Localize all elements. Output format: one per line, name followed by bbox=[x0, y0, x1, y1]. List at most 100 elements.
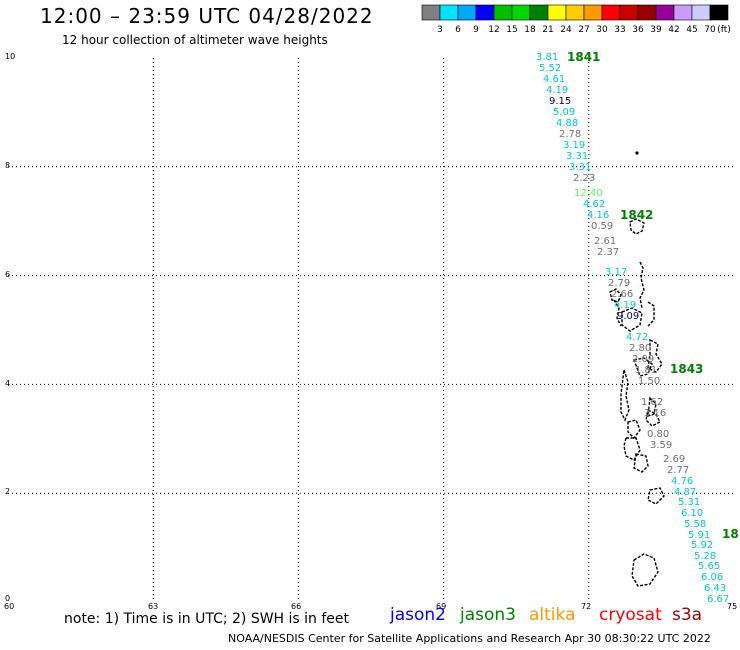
island-outline bbox=[647, 338, 663, 373]
satellite-name: altika bbox=[529, 605, 576, 625]
x-tick-label: 75 bbox=[727, 602, 738, 611]
wave-height-value: 6.67 bbox=[707, 594, 729, 605]
island-outline bbox=[623, 437, 641, 461]
wave-height-value: 5.09 bbox=[553, 107, 575, 118]
x-tick-label: 63 bbox=[148, 602, 159, 611]
wave-height-value: 2.37 bbox=[597, 247, 619, 258]
wave-height-value: 1.50 bbox=[638, 376, 660, 387]
wave-height-value: 5.31 bbox=[678, 497, 700, 508]
wave-height-value: 5.58 bbox=[684, 519, 706, 530]
wave-height-value: 6.06 bbox=[701, 572, 723, 583]
wave-height-value: 6.43 bbox=[704, 583, 726, 594]
legend-tick-label: 42 bbox=[668, 25, 679, 35]
legend-tick-label: 39 bbox=[650, 25, 662, 35]
legend-tick-label: 6 bbox=[455, 25, 461, 35]
x-tick-label: 72 bbox=[581, 602, 592, 611]
legend-tick-label: 15 bbox=[506, 25, 517, 35]
legend-tick-label: 18 bbox=[524, 25, 536, 35]
wave-height-value: 3.59 bbox=[650, 440, 672, 451]
legend-tick-label: 24 bbox=[560, 25, 572, 35]
legend-tick-label: 3 bbox=[437, 25, 443, 35]
wave-height-value: 2.77 bbox=[667, 465, 689, 476]
wave-height-value: 1.81 bbox=[635, 365, 657, 376]
wave-height-value: 3.17 bbox=[605, 267, 627, 278]
wave-height-value: 12.40 bbox=[574, 188, 603, 199]
y-tick-label: 0 bbox=[5, 594, 11, 603]
wave-height-value: 5.91 bbox=[688, 530, 710, 541]
y-tick-label: 10 bbox=[5, 52, 16, 61]
wave-height-value: 4.72 bbox=[626, 332, 648, 343]
wave-height-value: 4.87 bbox=[674, 487, 696, 498]
island-outline bbox=[633, 453, 649, 473]
wave-height-value: 2.23 bbox=[573, 173, 595, 184]
y-tick-label: 4 bbox=[5, 379, 11, 388]
y-tick-label: 8 bbox=[5, 161, 11, 170]
wave-height-value: 2.66 bbox=[611, 289, 633, 300]
island-outline bbox=[629, 218, 645, 235]
island-outline bbox=[639, 261, 645, 309]
y-tick-label: 2 bbox=[5, 487, 11, 496]
pass-time-label: 18 bbox=[722, 527, 739, 541]
legend-tick-label: 36 bbox=[632, 25, 644, 35]
legend-tick-label: (ft) bbox=[717, 25, 731, 35]
island-outline bbox=[635, 151, 639, 155]
legend-tick-label: 70 bbox=[704, 25, 716, 35]
island-outline bbox=[620, 369, 630, 422]
wave-height-value: 4.16 bbox=[587, 210, 609, 221]
island-outline bbox=[609, 288, 622, 303]
legend-tick-label: 30 bbox=[596, 25, 608, 35]
wave-height-value: 3.19 bbox=[563, 140, 585, 151]
wave-height-value: 6.10 bbox=[681, 508, 703, 519]
x-tick-label: 66 bbox=[291, 602, 302, 611]
legend-tick-label: 12 bbox=[488, 25, 499, 35]
island-outline bbox=[647, 301, 655, 327]
wave-height-value: 4.19 bbox=[546, 85, 568, 96]
legend-tick-label: 27 bbox=[578, 25, 589, 35]
y-tick-label: 6 bbox=[5, 270, 11, 279]
x-tick-label: 69 bbox=[436, 602, 447, 611]
wave-height-value: 2.09 bbox=[632, 354, 654, 365]
legend-tick-label: 45 bbox=[686, 25, 697, 35]
wave-height-value: 5.28 bbox=[694, 551, 716, 562]
wave-height-value: 2.69 bbox=[663, 454, 685, 465]
island-outline bbox=[647, 487, 665, 505]
color-legend: 3 6 9 12 15 18 21 24 27 30 33 36 39 42 45 70 (ft) bbox=[421, 4, 731, 35]
wave-height-value: 4.88 bbox=[556, 118, 578, 129]
wave-height-value: 9.15 bbox=[549, 96, 571, 107]
map-subtitle: 12 hour collection of altimeter wave hei… bbox=[62, 33, 328, 47]
pass-time-label: 1841 bbox=[567, 50, 600, 64]
units-note: note: 1) Time is in UTC; 2) SWH is in fe… bbox=[64, 611, 350, 627]
pass-time-label: 1843 bbox=[670, 362, 703, 376]
satellite-name: s3a bbox=[672, 605, 703, 625]
wave-height-value: 3.31 bbox=[569, 162, 591, 173]
wave-height-value: 0.80 bbox=[647, 429, 669, 440]
island-outline bbox=[613, 299, 622, 327]
wave-height-value: 2.79 bbox=[608, 278, 630, 289]
pass-time-label: 1842 bbox=[620, 208, 653, 222]
island-outline bbox=[647, 396, 657, 418]
legend-tick-label: 33 bbox=[614, 25, 625, 35]
wave-height-value: 4.61 bbox=[543, 74, 565, 85]
wave-height-value: 2.61 bbox=[594, 236, 616, 247]
legend-swatch bbox=[709, 4, 729, 21]
satellite-name: jason3 bbox=[460, 605, 516, 625]
credit-line: NOAA/NESDIS Center for Satellite Applica… bbox=[228, 632, 711, 645]
island-outline bbox=[645, 408, 661, 427]
satellite-name: jason2 bbox=[390, 605, 446, 625]
island-outline bbox=[621, 307, 643, 332]
wave-height-value: 3.31 bbox=[566, 151, 588, 162]
wave-height-value: 4.76 bbox=[671, 476, 693, 487]
wave-height-value: 2.80 bbox=[629, 343, 651, 354]
island-outline bbox=[627, 419, 641, 440]
wave-height-value: 4.19 bbox=[614, 300, 636, 311]
map-title: 12:00 – 23:59 UTC 04/28/2022 bbox=[40, 4, 374, 28]
legend-tick-label: 9 bbox=[473, 25, 479, 35]
wave-height-value: 5.92 bbox=[691, 540, 713, 551]
island-outline bbox=[631, 553, 659, 587]
wave-height-value: 3.16 bbox=[644, 408, 666, 419]
wave-height-value: 9.09 bbox=[617, 311, 639, 322]
legend-tick-label: 21 bbox=[542, 25, 553, 35]
wave-height-value: 1.62 bbox=[641, 397, 663, 408]
satellite-name: cryosat bbox=[599, 605, 662, 625]
